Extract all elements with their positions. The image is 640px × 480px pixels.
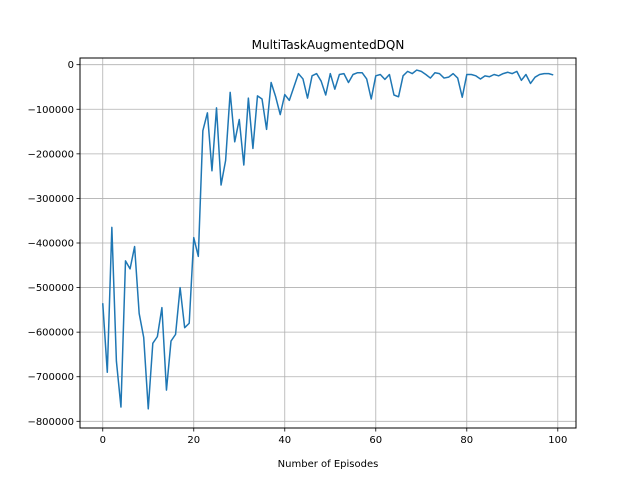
x-tick-label: 20 (187, 435, 200, 446)
x-tick-label: 40 (278, 435, 291, 446)
x-tick-label: 60 (369, 435, 382, 446)
y-tick-label: −100000 (27, 105, 74, 116)
y-tick-label: 0 (68, 60, 74, 71)
x-axis-label: Number of Episodes (278, 459, 379, 470)
y-tick-label: −200000 (27, 149, 74, 160)
y-tick-label: −700000 (27, 372, 74, 383)
y-tick-label: −800000 (27, 417, 74, 428)
y-tick-label: −300000 (27, 194, 74, 205)
x-tick-label: 80 (460, 435, 473, 446)
grid-lines (80, 58, 576, 428)
chart-title: MultiTaskAugmentedDQN (252, 38, 405, 52)
series-layer (102, 69, 554, 410)
x-tick-label: 0 (100, 435, 106, 446)
y-tick-label: −600000 (27, 328, 74, 339)
y-tick-label: −500000 (27, 283, 74, 294)
x-axis: 0 20 40 60 80 100 (100, 428, 567, 446)
x-tick-label: 100 (548, 435, 567, 446)
series-line (102, 69, 554, 410)
y-axis: 0 −100000 −200000 −300000 −400000 −500000 −600… (27, 60, 80, 428)
y-tick-label: −400000 (27, 239, 74, 250)
